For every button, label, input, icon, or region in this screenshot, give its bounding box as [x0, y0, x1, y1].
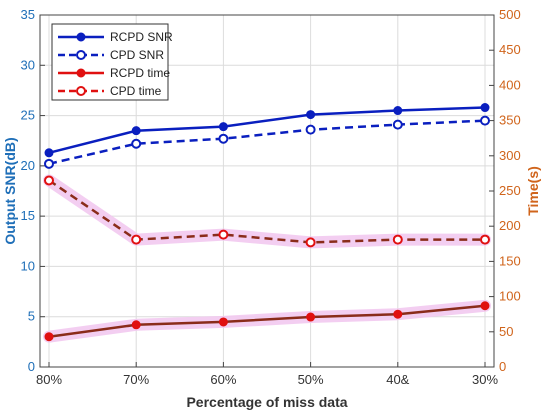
legend-marker-rcpd-time	[76, 68, 86, 78]
data-point-rcpd-snr	[218, 122, 228, 132]
series-line-rcpd-time	[48, 304, 486, 338]
x-tick-label: 80%	[36, 372, 62, 387]
data-point-cpd-snr	[392, 119, 403, 130]
data-point-rcpd-time	[306, 312, 316, 322]
data-point-rcpd-snr	[306, 110, 316, 120]
series-line-cpd-snr	[48, 119, 486, 166]
left-tick-label: 20	[21, 158, 35, 173]
right-tick-label: 50	[499, 324, 513, 339]
legend-marker-cpd-snr	[76, 50, 86, 60]
data-point-rcpd-snr	[44, 148, 54, 158]
left-axis-title: Output SNR(dB)	[2, 137, 18, 244]
data-point-cpd-time	[305, 237, 316, 248]
right-tick-label: 500	[499, 7, 521, 22]
x-axis-ticks: 80% 70% 60% 50% 40& 30%	[36, 362, 498, 387]
right-axis-ticks: 0 50 100 150 200 250 300 350 400 450 500	[489, 7, 521, 374]
legend-label-rcpd-time: RCPD time	[110, 66, 170, 80]
left-tick-label: 0	[28, 359, 35, 374]
legend-marker-rcpd-snr	[76, 32, 86, 42]
right-tick-label: 150	[499, 253, 521, 268]
data-point-rcpd-time	[44, 332, 54, 342]
data-point-rcpd-time	[393, 309, 403, 319]
data-point-cpd-time	[131, 234, 142, 245]
left-axis-ticks: 0 5 10 15 20 25 30 35	[21, 7, 45, 374]
data-point-rcpd-snr	[393, 106, 403, 116]
right-tick-label: 200	[499, 218, 521, 233]
legend: RCPD SNR CPD SNR RCPD time CPD time	[51, 23, 173, 101]
right-tick-label: 300	[499, 148, 521, 163]
x-tick-label: 40&	[386, 372, 409, 387]
right-axis-title: Time(s)	[525, 166, 541, 216]
right-tick-label: 450	[499, 42, 521, 57]
data-point-cpd-snr	[480, 115, 490, 126]
data-point-cpd-time	[44, 175, 54, 186]
left-tick-label: 25	[21, 108, 35, 123]
left-tick-label: 10	[21, 258, 35, 273]
right-tick-label: 400	[499, 77, 521, 92]
legend-label-cpd-time: CPD time	[110, 84, 162, 98]
data-point-cpd-time	[480, 234, 490, 245]
legend-marker-cpd-time	[76, 86, 86, 96]
data-point-cpd-snr	[305, 124, 316, 135]
left-tick-label: 5	[28, 309, 35, 324]
data-point-cpd-time	[218, 229, 229, 240]
series-group	[44, 103, 490, 342]
legend-label-rcpd-snr: RCPD SNR	[110, 30, 173, 44]
right-tick-label: 350	[499, 113, 521, 128]
data-point-rcpd-snr	[131, 126, 141, 136]
x-tick-label: 30%	[472, 372, 498, 387]
series-line-rcpd-snr	[48, 106, 486, 155]
left-tick-label: 30	[21, 57, 35, 72]
data-point-rcpd-snr	[480, 103, 490, 113]
data-point-rcpd-time	[131, 320, 141, 330]
x-tick-label: 70%	[123, 372, 149, 387]
x-axis-title: Percentage of miss data	[186, 394, 347, 410]
right-tick-label: 100	[499, 289, 521, 304]
data-point-cpd-snr	[131, 138, 142, 149]
right-tick-label: 250	[499, 183, 521, 198]
left-tick-label: 35	[21, 7, 35, 22]
data-point-cpd-time	[392, 234, 403, 245]
right-tick-label: 0	[499, 359, 506, 374]
series-line-cpd-time	[48, 179, 485, 244]
left-tick-label: 15	[21, 208, 35, 223]
data-point-cpd-snr	[44, 158, 54, 169]
x-tick-label: 60%	[210, 372, 236, 387]
data-point-cpd-snr	[218, 133, 229, 144]
data-point-rcpd-time	[480, 301, 490, 311]
data-point-rcpd-time	[218, 317, 228, 327]
x-tick-label: 50%	[298, 372, 324, 387]
legend-label-cpd-snr: CPD SNR	[110, 48, 164, 62]
